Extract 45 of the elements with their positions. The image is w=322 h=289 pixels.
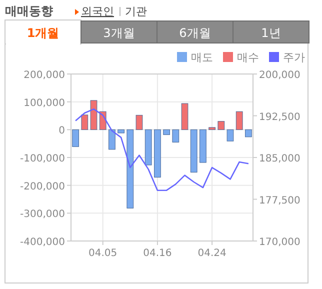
bar	[90, 100, 98, 130]
bar	[108, 129, 116, 150]
bar	[72, 129, 79, 147]
bar	[163, 129, 170, 135]
text: 6개월	[179, 26, 211, 40]
text: 1개월	[26, 26, 60, 40]
bar	[236, 111, 243, 130]
bar	[144, 129, 152, 166]
legend-label: 주가	[283, 51, 305, 64]
bar	[118, 129, 124, 134]
bar	[172, 129, 180, 142]
bar	[154, 129, 161, 178]
y2-tick-label: 170,000	[259, 237, 300, 248]
x-tick-label: 04.05	[88, 248, 118, 259]
text: 외국인	[81, 5, 114, 18]
bar	[81, 114, 88, 130]
text: 3개월	[103, 26, 135, 40]
y-tick-label: 0	[58, 126, 65, 137]
y-tick-label: 200,000	[24, 70, 65, 81]
bar	[190, 129, 198, 172]
y2-tick-label: 200,000	[259, 70, 300, 81]
y2-tick-label: 192,500	[259, 112, 300, 123]
legend-label: 매수	[237, 51, 259, 64]
x-tick-label: 04.24	[198, 248, 226, 259]
bar	[126, 129, 134, 208]
bar	[208, 127, 216, 130]
text: 기관	[125, 5, 147, 18]
y-tick-label: -200,000	[20, 181, 65, 192]
y-tick-label: 100,000	[24, 98, 65, 109]
y-tick-label: -100,000	[20, 154, 65, 164]
text: 1년	[261, 26, 281, 40]
legend-label: 매도	[191, 51, 213, 64]
chart-title: 매매동향	[5, 4, 53, 18]
line-series	[74, 108, 250, 191]
y2-tick-label: 177,500	[259, 195, 300, 206]
bar	[218, 121, 225, 130]
y-tick-label: -300,000	[20, 209, 65, 220]
bar	[181, 103, 188, 130]
bar	[200, 129, 206, 163]
bar	[136, 114, 143, 130]
x-tick-label: 04.16	[143, 248, 172, 259]
y-tick-label: -400,000	[20, 237, 65, 248]
y2-tick-label: 185,000	[259, 154, 300, 164]
bar	[226, 129, 234, 142]
bar	[245, 129, 252, 138]
